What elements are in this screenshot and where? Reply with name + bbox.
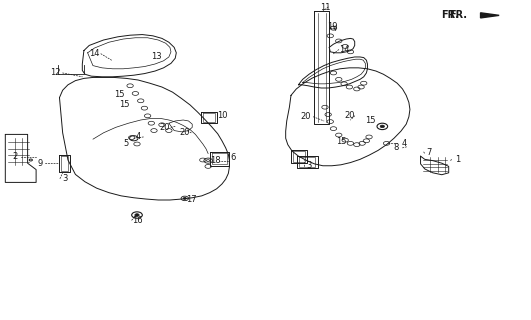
Text: 15: 15 xyxy=(336,137,346,146)
Text: 14: 14 xyxy=(339,45,349,54)
Text: 16: 16 xyxy=(132,216,142,225)
Text: 8: 8 xyxy=(393,143,398,152)
Text: 15: 15 xyxy=(365,116,376,124)
Text: 4: 4 xyxy=(402,139,407,148)
Text: 6: 6 xyxy=(230,153,235,162)
Text: 15: 15 xyxy=(114,90,125,99)
Text: 13: 13 xyxy=(151,52,162,60)
Text: FR.: FR. xyxy=(441,10,459,20)
Text: 20: 20 xyxy=(179,128,190,137)
Text: 20: 20 xyxy=(300,112,311,121)
Circle shape xyxy=(135,214,139,216)
Text: 2: 2 xyxy=(12,152,18,161)
Text: 3: 3 xyxy=(62,174,67,183)
Text: 5: 5 xyxy=(124,139,129,148)
Text: 15: 15 xyxy=(119,100,130,108)
Text: 10: 10 xyxy=(217,111,227,120)
Text: 18: 18 xyxy=(210,156,220,165)
Circle shape xyxy=(380,125,384,128)
Text: 17: 17 xyxy=(186,195,196,204)
Text: 7: 7 xyxy=(426,148,432,156)
Polygon shape xyxy=(481,13,499,18)
Text: 1: 1 xyxy=(455,155,460,164)
Text: FR.: FR. xyxy=(449,10,467,20)
Text: 14: 14 xyxy=(89,49,100,58)
Text: 12: 12 xyxy=(50,68,61,77)
Text: 19: 19 xyxy=(327,22,337,31)
Circle shape xyxy=(183,197,186,199)
Text: 9: 9 xyxy=(37,159,42,168)
Text: 11: 11 xyxy=(320,3,330,12)
Text: 20: 20 xyxy=(159,123,170,132)
Text: 4: 4 xyxy=(135,132,141,141)
Text: 3: 3 xyxy=(306,161,312,170)
Text: 20: 20 xyxy=(344,111,355,120)
